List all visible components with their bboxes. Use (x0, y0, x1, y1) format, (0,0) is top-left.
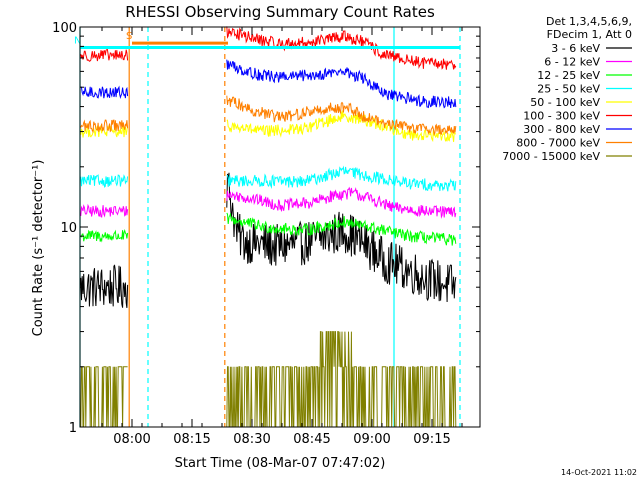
segment-label-1: N (74, 35, 81, 46)
footer-timestamp: 14-Oct-2021 11:02 (561, 468, 637, 477)
legend-entry-8: 7000 - 15000 keV (502, 150, 600, 163)
x-tick-label-3: 08:45 (293, 432, 330, 447)
legend: Det 1,3,4,5,6,9, FDecim 1, Att 0 3 - 6 k… (502, 15, 632, 163)
legend-entry-1: 6 - 12 keV (544, 56, 600, 69)
series-line-8 (80, 331, 457, 428)
series-line-2 (80, 212, 457, 246)
x-axis-label: Start Time (08-Mar-07 07:47:02) (175, 456, 386, 471)
legend-entry-7: 800 - 7000 keV (516, 137, 600, 150)
x-tick-label-1: 08:15 (173, 432, 210, 447)
series-line-6 (80, 59, 457, 109)
series-line-0 (80, 172, 457, 308)
series-line-5 (80, 26, 457, 70)
legend-entry-4: 50 - 100 keV (530, 96, 600, 109)
x-tick-label-2: 08:30 (233, 432, 270, 447)
observing-segments: SN (74, 31, 460, 49)
series-line-7 (80, 95, 457, 136)
segment-label-0: S (126, 31, 132, 42)
chart-title: RHESSI Observing Summary Count Rates (125, 3, 435, 21)
series-line-1 (80, 186, 457, 219)
legend-header-line-2: FDecim 1, Att 0 (547, 28, 632, 41)
x-tick-label-5: 09:15 (413, 432, 450, 447)
y-tick-label-1: 10 (60, 221, 77, 236)
legend-entry-0: 3 - 6 keV (551, 42, 600, 55)
series-lines (80, 26, 457, 428)
legend-entry-3: 25 - 50 keV (537, 83, 600, 96)
axes: 08:00 08:15 08:30 08:45 09:00 09:15 1 10 100 (52, 21, 481, 447)
y-axis-label: Count Rate (s⁻¹ detector⁻¹) (31, 160, 46, 337)
x-tick-label-0: 08:00 (113, 432, 150, 447)
legend-entry-6: 300 - 800 keV (523, 123, 600, 136)
legend-entry-2: 12 - 25 keV (537, 69, 600, 82)
series-line-3 (80, 165, 457, 192)
legend-entry-5: 100 - 300 keV (523, 110, 600, 123)
x-tick-label-4: 09:00 (353, 432, 390, 447)
y-tick-label-0: 1 (69, 421, 77, 436)
y-tick-label-2: 100 (52, 21, 77, 36)
legend-header-line-1: Det 1,3,4,5,6,9, (546, 15, 632, 28)
